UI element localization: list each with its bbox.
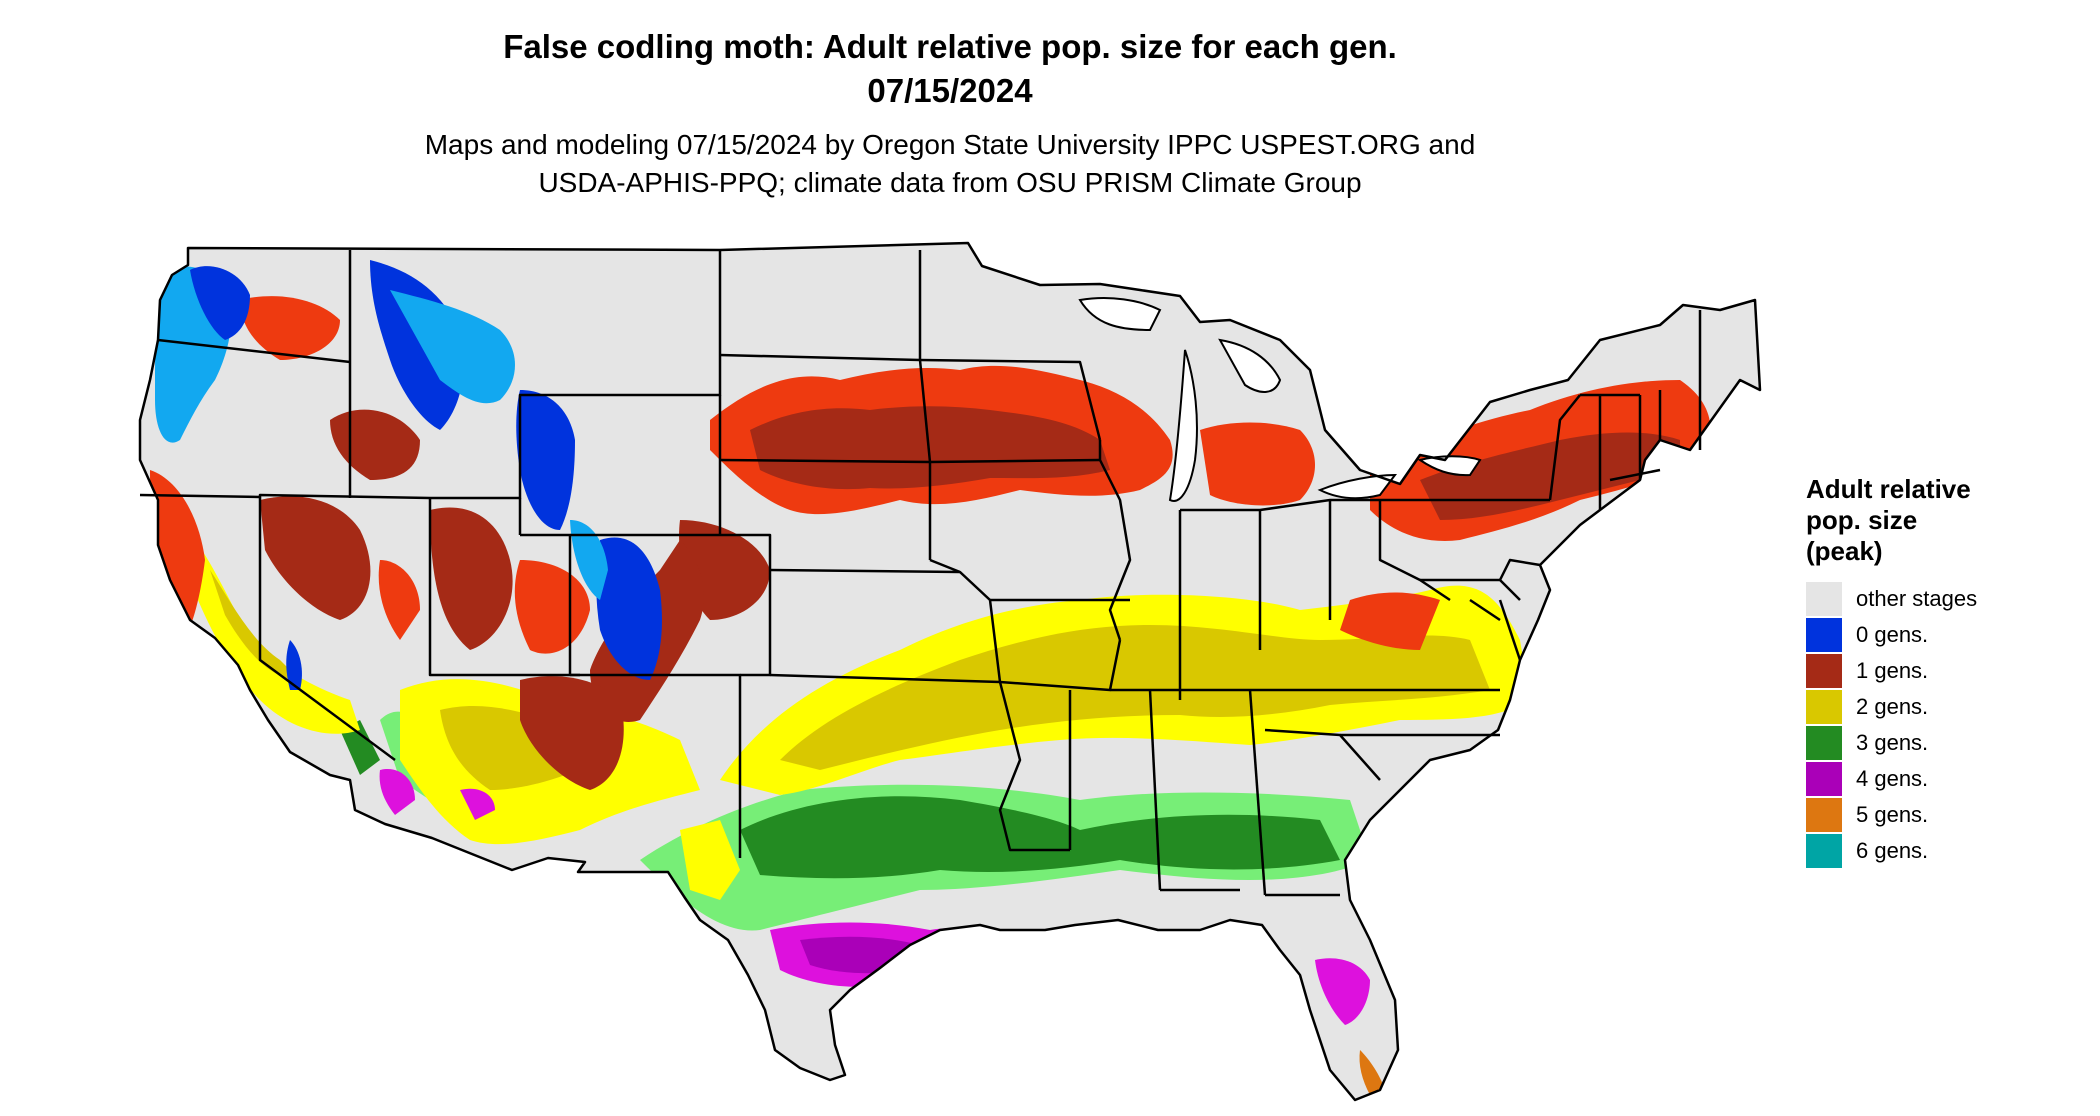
legend-label: 0 gens. (1856, 622, 1929, 647)
legend-swatch (1806, 798, 1842, 832)
legend-swatch (1806, 582, 1842, 616)
legend-item: 1 gens. (1806, 653, 2086, 689)
great-lakes (1078, 297, 1482, 502)
legend-item: 3 gens. (1806, 725, 2086, 761)
legend-swatch (1806, 726, 1842, 760)
legend-label: 3 gens. (1856, 730, 1929, 755)
legend-title-line1: Adult relative (1806, 474, 1971, 504)
map-date: 07/15/2024 (867, 72, 1033, 109)
legend-item: 5 gens. (1806, 797, 2086, 833)
legend-swatch (1806, 690, 1842, 724)
legend-label: 6 gens. (1856, 838, 1929, 863)
map-title: False codling moth: Adult relative pop. … (503, 28, 1397, 65)
legend-title-line2: pop. size (1806, 505, 1918, 535)
legend-label: 4 gens. (1856, 766, 1929, 791)
map-legend: Adult relative pop. size (peak) other st… (1806, 474, 2086, 869)
map-subtitle-line1: Maps and modeling 07/15/2024 by Oregon S… (424, 129, 1476, 160)
state-borders (138, 241, 1762, 1102)
legend-item: 0 gens. (1806, 617, 2086, 653)
legend-title-line3: (peak) (1806, 536, 1883, 566)
legend-label: 2 gens. (1856, 694, 1929, 719)
legend-swatch (1806, 834, 1842, 868)
legend-label: 1 gens. (1856, 658, 1929, 683)
legend-label: other stages (1856, 586, 1978, 611)
zone-1-gens (150, 296, 1711, 790)
legend-item: other stages (1806, 581, 2086, 617)
map-subtitle-line2: USDA-APHIS-PPQ; climate data from OSU PR… (538, 167, 1362, 198)
zone-0-gens (155, 260, 662, 690)
legend-title: Adult relative pop. size (peak) (1806, 474, 2086, 567)
legend-item: 6 gens. (1806, 833, 2086, 869)
zone-5-gens (839, 1000, 1385, 1095)
legend-item: 2 gens. (1806, 689, 2086, 725)
legend-item: 4 gens. (1806, 761, 2086, 797)
legend-swatch (1806, 654, 1842, 688)
legend-items: other stages 0 gens. 1 gens. 2 gens. 3 gens.… (1806, 581, 2086, 869)
legend-swatch (1806, 762, 1842, 796)
legend-label: 5 gens. (1856, 802, 1929, 827)
legend-swatch (1806, 618, 1842, 652)
